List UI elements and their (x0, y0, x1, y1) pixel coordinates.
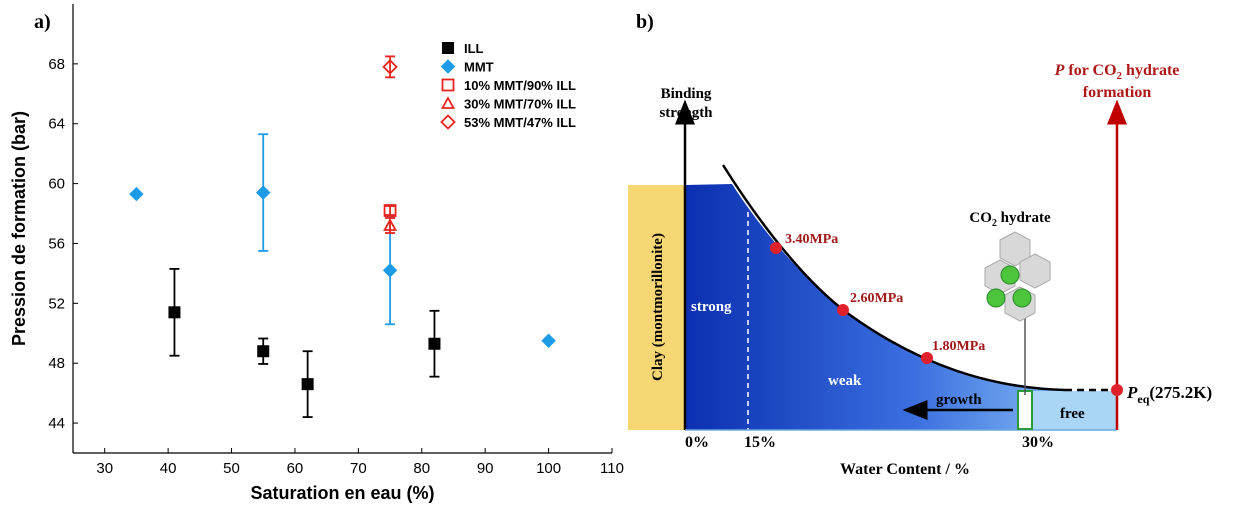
y-tick-label: 52 (48, 295, 65, 312)
pressure-label: P for CO2 hydrate (1054, 62, 1180, 82)
scatter-chart: 44 48 52 56 60 64 68 30 40 50 60 70 80 90 100 110 Satura… (9, 4, 624, 503)
hydrate-icon (984, 231, 1051, 322)
panel-label: b) (636, 11, 654, 33)
x-tick-label: 110 (600, 460, 624, 477)
point (383, 218, 398, 231)
point-label: 3.40MPa (785, 232, 838, 247)
text: hydrate (1122, 62, 1179, 79)
x-tick-label: 90 (477, 460, 494, 477)
circle (986, 288, 1006, 308)
text: for CO (1064, 62, 1116, 79)
pressure-point (921, 352, 933, 364)
text: 2 (992, 218, 997, 229)
point (382, 59, 398, 75)
point (541, 333, 556, 348)
circle (1012, 288, 1032, 308)
text: CO (969, 210, 992, 226)
point (428, 337, 441, 350)
region-label: free (1060, 406, 1085, 422)
panel-label: a) (34, 11, 51, 33)
circle (1000, 265, 1020, 285)
legend-marker (440, 96, 456, 109)
x-axis-label: Saturation en eau (%) (250, 483, 434, 503)
y-tick-label: 44 (48, 415, 65, 432)
legend-marker (440, 114, 456, 130)
pressure-point (837, 304, 849, 316)
legend-label: MMT (464, 60, 494, 75)
text: 2 (1117, 70, 1123, 82)
legend-label: 53% MMT/47% ILL (464, 115, 576, 130)
x-tick-label: 30% (1022, 434, 1054, 451)
y-tick-label: 56 (48, 235, 65, 252)
x-tick-label: 30 (96, 460, 113, 477)
pressure-point (1111, 384, 1123, 396)
legend-marker (440, 59, 456, 74)
y-tick-label: 48 (48, 355, 65, 372)
point-label: 1.80MPa (932, 339, 985, 354)
y-tick-label: 64 (48, 116, 65, 133)
binding-curve (721, 164, 1066, 392)
region-label: strong (691, 299, 732, 315)
text: (275.2K) (1149, 383, 1212, 402)
legend-label: ILL (464, 41, 484, 56)
pressure-point (770, 242, 782, 254)
legend-marker (441, 78, 455, 92)
text: P (1054, 62, 1065, 79)
x-tick-label: 60 (287, 460, 304, 477)
text: eq (1137, 392, 1149, 406)
legend-marker (442, 42, 454, 54)
legend-label: 30% MMT/70% ILL (464, 97, 576, 112)
point (382, 263, 398, 278)
hydrate-front (1017, 390, 1033, 430)
clay-block (628, 185, 685, 430)
x-tick-label: 40 (160, 460, 177, 477)
point (383, 204, 397, 217)
x-axis-label: Water Content / % (840, 461, 970, 478)
y-axis-label: Pression de formation (bar) (9, 111, 29, 346)
polygon (1019, 253, 1051, 289)
y-tick-label: 60 (48, 176, 65, 193)
diagram: Binding strength P for CO2 hydrate forma… (628, 62, 1212, 478)
growth-label: growth (936, 392, 982, 408)
text: hydrate (997, 210, 1051, 226)
region-label: weak (828, 373, 862, 389)
x-tick-label: 15% (744, 434, 776, 451)
equilibrium-label: Peq(275.2K) (1126, 383, 1212, 406)
legend-label: 10% MMT/90% ILL (464, 78, 576, 93)
point (168, 306, 181, 319)
x-tick-label: 50 (223, 460, 240, 477)
y-tick-label: 68 (48, 56, 65, 73)
text: P (1126, 383, 1138, 402)
hydrate-label: CO2 hydrate (969, 210, 1051, 229)
axis-label: Binding (661, 86, 712, 102)
bound-water-area (685, 184, 1065, 430)
point (301, 378, 314, 391)
clay-label: Clay (montmorillonite) (650, 233, 666, 381)
x-tick-label: 80 (413, 460, 430, 477)
x-tick-label: 70 (350, 460, 367, 477)
point (129, 186, 144, 202)
point (256, 185, 271, 200)
point-label: 2.60MPa (850, 291, 903, 306)
pressure-label: formation (1083, 84, 1152, 101)
x-tick-label: 100 (536, 460, 561, 477)
free-water-area (1032, 391, 1117, 430)
point (257, 345, 270, 358)
x-tick-label: 0% (685, 434, 709, 451)
axis-label: strength (659, 105, 713, 121)
